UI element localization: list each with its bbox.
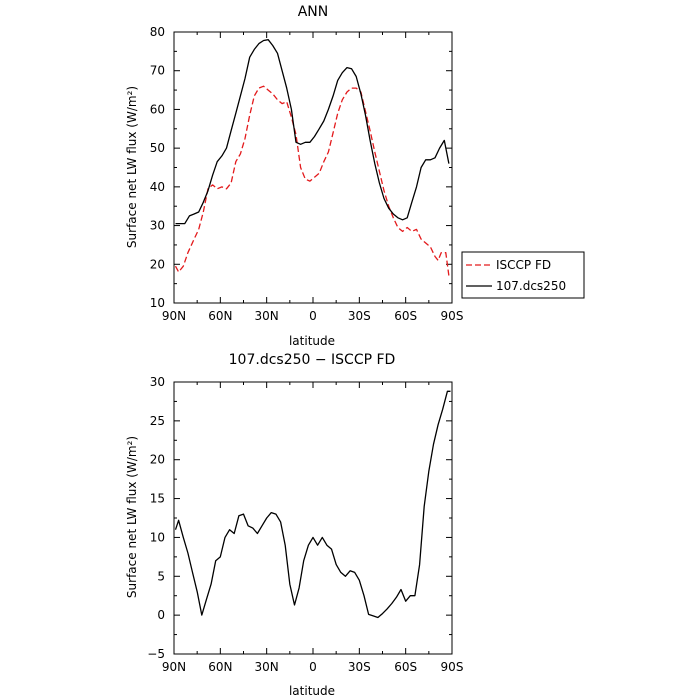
x-tick-label: 90N (162, 660, 186, 674)
legend-box (461, 251, 585, 299)
series-line-107-dcs250 (175, 39, 450, 225)
y-tick-label: 10 (150, 530, 165, 544)
y-tick-label: 80 (150, 25, 165, 39)
y-tick-label: 5 (157, 569, 165, 583)
top-chart-y-axis-label: Surface net LW flux (W/m²) (125, 86, 139, 248)
bottom-chart-x-axis-label: latitude (289, 684, 335, 698)
top-chart: ANN latitude Surface net LW flux (W/m²) … (125, 4, 585, 348)
y-tick-label: 30 (150, 219, 165, 233)
y-tick-label: 20 (150, 453, 165, 467)
bottom-chart-y-axis-label: Surface net LW flux (W/m²) (125, 436, 139, 598)
x-tick-label: 60N (208, 309, 232, 323)
x-tick-label: 0 (309, 309, 317, 323)
y-tick-label: 15 (150, 492, 165, 506)
y-tick-label: 20 (150, 257, 165, 271)
y-tick-label: 25 (150, 414, 165, 428)
x-tick-label: 90N (162, 309, 186, 323)
plot-frame (173, 381, 453, 655)
bottom-chart: 107.dcs250 − ISCCP FD latitude Surface n… (125, 352, 463, 698)
x-tick-label: 30N (255, 309, 279, 323)
y-tick-label: 70 (150, 64, 165, 78)
y-tick-label: 10 (150, 296, 165, 310)
legend-label-isccp-fd: ISCCP FD (496, 258, 551, 272)
y-tick-label: 60 (150, 102, 165, 116)
x-tick-label: 60S (394, 660, 417, 674)
x-tick-label: 90S (441, 660, 464, 674)
y-tick-label: 30 (150, 375, 165, 389)
series-line-isccp-fd (174, 85, 450, 276)
x-tick-label: 30S (348, 309, 371, 323)
bottom-chart-title: 107.dcs250 − ISCCP FD (229, 352, 396, 368)
y-tick-label: −5 (147, 647, 165, 661)
top-chart-legend: ISCCP FD 107.dcs250 (461, 251, 585, 299)
x-tick-label: 90S (441, 309, 464, 323)
y-tick-label: 40 (150, 180, 165, 194)
x-tick-label: 60S (394, 309, 417, 323)
y-tick-label: 0 (157, 608, 165, 622)
x-tick-label: 30N (255, 660, 279, 674)
x-tick-label: 60N (208, 660, 232, 674)
x-tick-label: 0 (309, 660, 317, 674)
y-tick-label: 50 (150, 141, 165, 155)
top-chart-x-axis-label: latitude (289, 334, 335, 348)
legend-label-107-dcs250: 107.dcs250 (496, 279, 566, 293)
x-tick-label: 30S (348, 660, 371, 674)
series-line-difference (174, 390, 451, 619)
top-chart-title: ANN (298, 4, 329, 20)
